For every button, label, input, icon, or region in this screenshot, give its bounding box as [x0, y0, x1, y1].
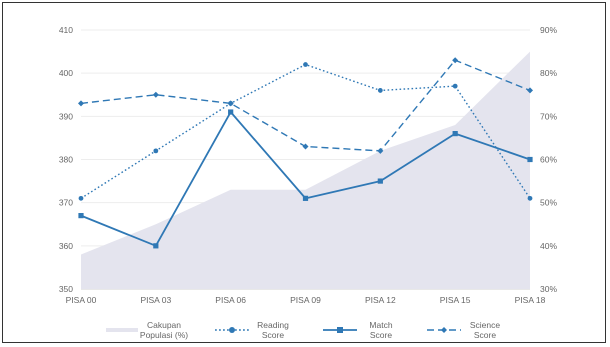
left-tick-label: 380 [59, 155, 73, 165]
legend-label-line1: Science [470, 320, 501, 330]
point-science [302, 143, 309, 150]
legend-swatch-marker [337, 327, 343, 333]
right-tick-label: 70% [540, 111, 557, 121]
left-tick-label: 390 [59, 111, 73, 121]
chart-frame: 350 360 370 380 390 400 410 30% 40% 50% 60% 70% 80%… [2, 2, 606, 343]
right-tick-label: 50% [540, 198, 557, 208]
left-tick-label: 350 [59, 284, 73, 294]
left-tick-label: 410 [59, 25, 73, 35]
point-science [452, 57, 459, 64]
point-match [377, 178, 383, 184]
point-science [152, 91, 159, 98]
legend-label-line1: Match [369, 320, 392, 330]
point-reading [452, 83, 458, 89]
point-match [302, 195, 309, 201]
right-tick-label: 40% [540, 241, 557, 251]
point-match [527, 156, 533, 163]
series-match [78, 109, 533, 249]
point-match [228, 109, 234, 115]
point-match [78, 213, 84, 219]
series-lines [78, 57, 533, 249]
left-tick-label: 370 [59, 198, 73, 208]
left-tick-label: 360 [59, 241, 73, 251]
x-tick-label: PISA 15 [440, 295, 471, 305]
right-tick-label: 30% [540, 284, 557, 294]
x-axis-ticks: PISA 00 PISA 03 PISA 06 PISA 09 PISA 12 PISA … [66, 295, 546, 305]
legend-label-line1: Reading [257, 320, 289, 330]
point-reading [527, 195, 533, 201]
legend-swatch [106, 328, 138, 332]
population-area [81, 51, 530, 290]
x-tick-label: PISA 06 [215, 295, 246, 305]
point-science [377, 147, 384, 154]
point-science [227, 100, 234, 107]
point-reading [153, 148, 159, 154]
legend-label-line2: Score [474, 330, 496, 340]
population-area-shape [81, 51, 530, 290]
x-tick-label: PISA 12 [365, 295, 396, 305]
line-chart: 350 360 370 380 390 400 410 30% 40% 50% 60% 70% 80%… [59, 25, 558, 340]
legend-swatch-marker [229, 327, 235, 333]
x-tick-label: PISA 03 [140, 295, 171, 305]
x-tick-label: PISA 00 [66, 295, 97, 305]
right-tick-label: 80% [540, 68, 557, 78]
legend-label-line2: Score [262, 330, 284, 340]
point-reading [78, 195, 84, 201]
point-science [527, 87, 533, 94]
x-tick-label: PISA 18 [515, 295, 546, 305]
point-match [153, 243, 159, 249]
x-tick-label: PISA 09 [290, 295, 321, 305]
legend-label-line2: Score [370, 330, 392, 340]
right-tick-label: 90% [540, 25, 557, 35]
right-tick-label: 60% [540, 155, 557, 165]
legend-swatch-marker [441, 327, 447, 333]
point-reading [303, 62, 308, 67]
point-match [452, 131, 458, 137]
point-science [78, 100, 84, 107]
right-axis-ticks: 30% 40% 50% 60% 70% 80% 90% [540, 25, 557, 294]
legend-label-line2: Populasi (%) [140, 330, 188, 340]
left-tick-label: 400 [59, 68, 73, 78]
series-science [78, 57, 533, 154]
point-reading [377, 88, 383, 93]
legend-label-line1: Cakupan [147, 320, 181, 330]
left-axis-ticks: 350 360 370 380 390 400 410 [59, 25, 73, 294]
